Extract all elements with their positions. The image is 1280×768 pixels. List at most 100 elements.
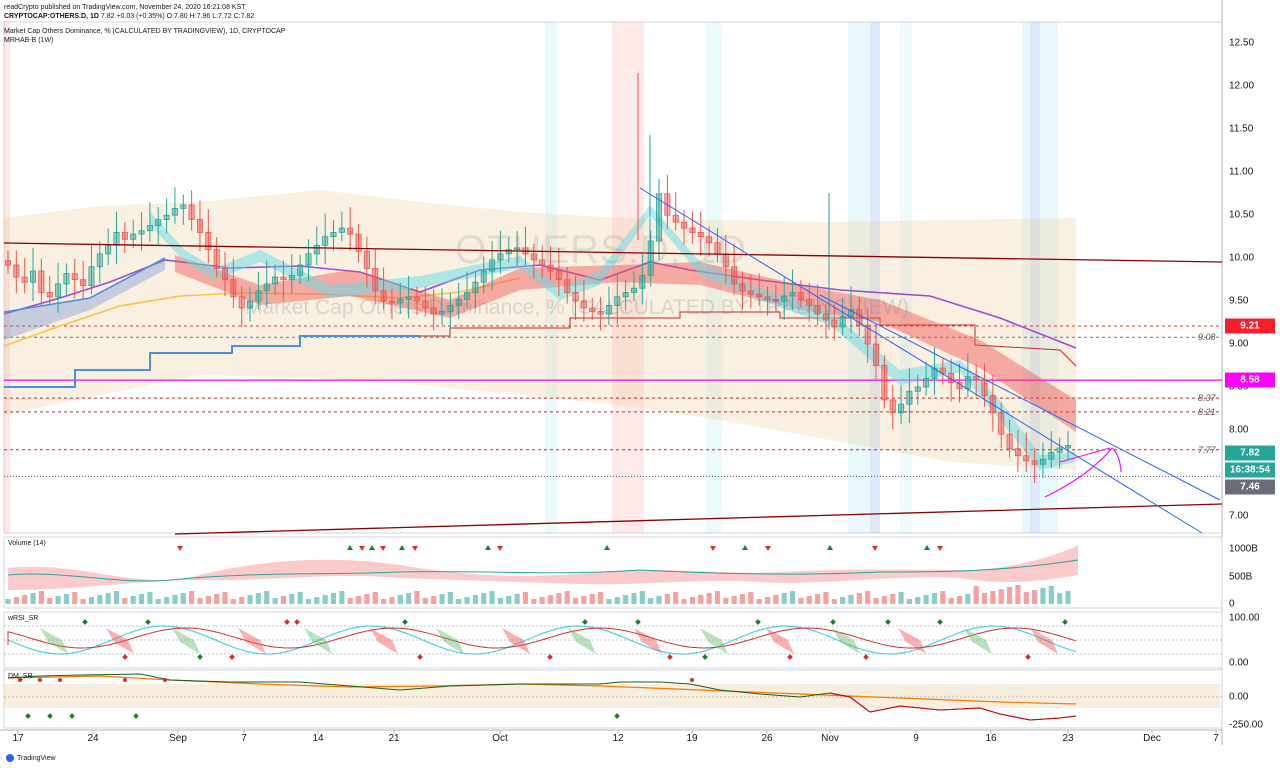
volume-tick-0: 1000B — [1229, 543, 1258, 555]
volume-bar-19 — [163, 597, 170, 604]
magenta-projection-line — [1059, 447, 1111, 463]
candle-body-6 — [55, 283, 62, 298]
volume-bar-41 — [347, 598, 353, 604]
candle-body-57 — [480, 270, 487, 283]
candle-body-122 — [1023, 455, 1030, 462]
candle-body-21 — [180, 204, 187, 209]
teal-ribbon — [150, 205, 1075, 470]
candle-body-91 — [764, 296, 771, 300]
volume-signal-12 — [765, 546, 771, 551]
volume-bar-51 — [431, 596, 437, 604]
indicator-label[interactable]: MRHAB-B (1W) — [4, 37, 54, 44]
level-label-3: 7.77 — [1198, 444, 1216, 455]
rsi-pane-label[interactable]: wRSI_SR — [8, 615, 39, 622]
volume-pane-label[interactable]: Volume (14) — [8, 540, 46, 547]
candle-body-59 — [497, 253, 504, 261]
candle-body-89 — [747, 290, 754, 295]
volume-bar-111 — [931, 593, 938, 604]
volume-bar-29 — [247, 595, 253, 604]
highlight-band-4 — [870, 22, 880, 533]
lower-trendline — [174, 503, 1223, 535]
volume-bar-0 — [5, 599, 11, 604]
dm-pane-label[interactable]: DM_SR — [8, 673, 33, 680]
candle-body-34 — [288, 274, 295, 281]
candle-body-43 — [363, 250, 370, 269]
volume-signal-5 — [399, 545, 405, 550]
volume-tick-1: 500B — [1229, 571, 1253, 583]
volume-bar-124 — [1040, 588, 1046, 604]
candle-body-30 — [255, 290, 262, 302]
candle-body-78 — [656, 193, 663, 242]
volume-bar-52 — [439, 594, 445, 604]
footer-brand[interactable]: TradingView — [6, 754, 56, 762]
volume-bar-125 — [1048, 586, 1054, 604]
candle-body-94 — [789, 292, 796, 297]
volume-signal-9 — [604, 545, 610, 550]
candle-body-106 — [889, 399, 896, 414]
volume-bar-84 — [706, 593, 712, 604]
series-title[interactable]: Market Cap Others Dominance, % (CALCULAT… — [4, 28, 286, 35]
volume-bar-18 — [155, 599, 161, 604]
volume-bar-8 — [72, 592, 78, 604]
rsi-wave-13 — [898, 628, 926, 654]
volume-bar-36 — [305, 599, 312, 604]
candle-body-53 — [447, 305, 454, 312]
candle-body-109 — [914, 386, 921, 392]
candle-body-125 — [1048, 451, 1055, 460]
volume-signal-8 — [497, 546, 503, 551]
rsi-diamond-21 — [1062, 619, 1068, 625]
volume-bar-119 — [998, 589, 1004, 604]
volume-bar-34 — [289, 594, 295, 604]
volume-bar-10 — [88, 597, 95, 604]
volume-bar-88 — [739, 594, 746, 604]
brand-name: TradingView — [17, 754, 56, 762]
candle-body-15 — [130, 233, 137, 240]
watermark-symbol: OTHERS.D, 1D — [455, 228, 748, 272]
volume-bar-64 — [539, 597, 545, 604]
highlight-band-8 — [4, 22, 10, 533]
volume-bar-20 — [172, 595, 178, 604]
step-line — [4, 335, 420, 388]
candle-body-104 — [873, 343, 880, 366]
volume-bar-112 — [940, 591, 946, 604]
volume-bar-60 — [506, 596, 512, 604]
watermark-description: Market Cap Others Dominance, % (CALCULAT… — [245, 296, 910, 319]
volume-bar-54 — [456, 599, 462, 604]
price-badge-3: 16:38:54 — [1225, 462, 1275, 478]
volume-bar-78 — [656, 596, 662, 604]
volume-bar-74 — [623, 595, 629, 604]
volume-bar-71 — [598, 592, 604, 604]
volume-bar-25 — [214, 594, 220, 604]
volume-bar-70 — [589, 594, 595, 604]
rsi-wave-0 — [40, 628, 68, 654]
rsi-diamond-10 — [582, 619, 588, 625]
volume-bar-17 — [147, 592, 153, 604]
candle-body-70 — [589, 307, 596, 312]
candle-body-10 — [88, 266, 95, 287]
candle-body-97 — [814, 305, 821, 315]
volume-signal-7 — [485, 545, 491, 550]
candle-body-42 — [355, 233, 362, 252]
candle-body-111 — [931, 367, 938, 379]
candle-body-77 — [647, 240, 654, 276]
rsi-diamond-4 — [229, 654, 235, 660]
candle-body-3 — [30, 270, 37, 283]
candle-body-44 — [372, 268, 379, 292]
rsi-diamond-14 — [755, 619, 761, 625]
candle-body-8 — [71, 273, 78, 281]
level-label-0: 9.08 — [1198, 332, 1216, 343]
candle-body-81 — [681, 221, 688, 229]
candle-body-26 — [222, 268, 228, 281]
candle-body-20 — [171, 207, 178, 216]
price-badge-1: 8.58 — [1225, 372, 1275, 388]
volume-bar-59 — [497, 598, 504, 604]
tradingview-logo-icon — [6, 754, 14, 762]
time-tick-0: 17 — [12, 733, 24, 744]
volume-bar-117 — [981, 593, 988, 604]
time-tick-4: 14 — [312, 733, 324, 744]
candle-body-12 — [105, 244, 112, 255]
dm-diamond-0 — [25, 713, 31, 719]
candle-body-63 — [530, 253, 537, 261]
dm-tick-1: -250.00 — [1229, 719, 1263, 731]
